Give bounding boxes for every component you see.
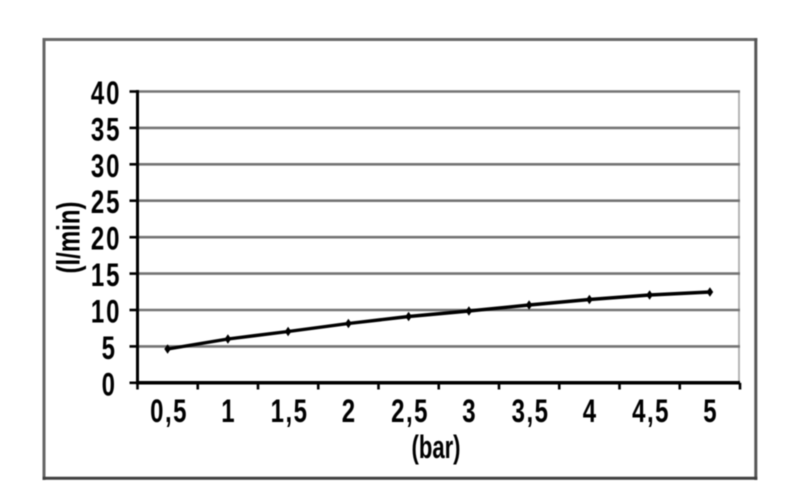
svg-text:(l/min): (l/min)	[51, 202, 87, 274]
svg-text:40: 40	[91, 76, 122, 112]
svg-text:10: 10	[91, 294, 122, 330]
svg-text:35: 35	[91, 112, 122, 148]
svg-text:0: 0	[102, 367, 115, 403]
svg-text:20: 20	[91, 221, 122, 257]
svg-text:3,5: 3,5	[512, 394, 550, 430]
svg-text:15: 15	[91, 258, 122, 294]
svg-text:0,5: 0,5	[150, 394, 188, 430]
svg-text:3: 3	[462, 394, 475, 430]
svg-text:1: 1	[221, 394, 234, 430]
svg-text:5: 5	[102, 330, 115, 366]
svg-text:2,5: 2,5	[391, 394, 429, 430]
svg-text:(bar): (bar)	[412, 430, 461, 466]
svg-text:5: 5	[703, 394, 716, 430]
svg-text:1,5: 1,5	[271, 394, 309, 430]
svg-text:30: 30	[91, 148, 122, 184]
svg-text:4: 4	[583, 394, 596, 430]
svg-text:4,5: 4,5	[632, 394, 670, 430]
svg-text:2: 2	[342, 394, 355, 430]
svg-text:25: 25	[91, 185, 122, 221]
